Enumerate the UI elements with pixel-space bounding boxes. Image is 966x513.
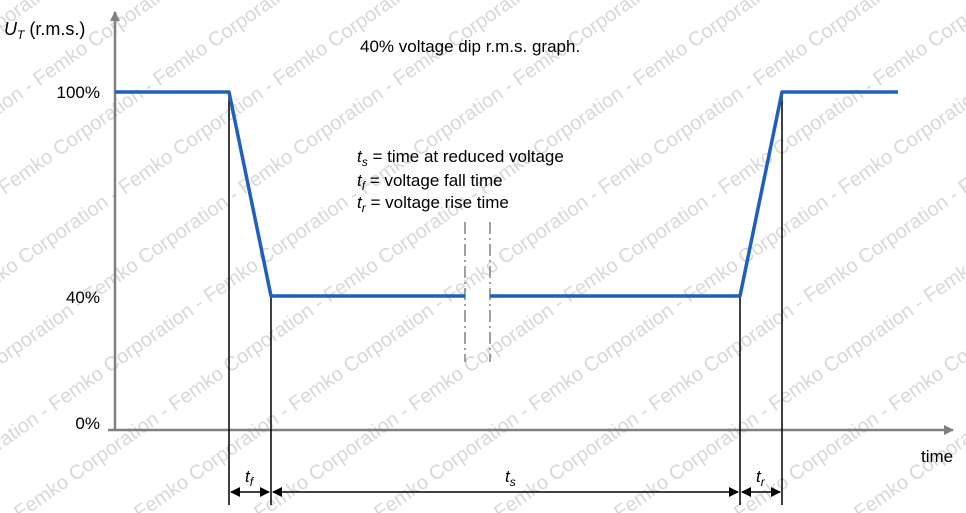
legend-item-tr: tr = voltage rise time [357,193,509,215]
legend-item-tf: tf = voltage fall time [357,171,503,193]
guide-lines [228,92,783,505]
voltage-curve [115,90,898,298]
legend: ts = time at reduced voltage tf = voltag… [357,147,564,215]
voltage-curve-left [115,90,465,298]
time-break-marks [464,222,491,362]
interval-label-ts: ts [505,467,516,489]
interval-label-tr: tr [756,467,766,489]
diagram-title: 40% voltage dip r.m.s. graph. [360,37,580,56]
legend-item-ts: ts = time at reduced voltage [357,147,564,169]
watermark-text: Femko Corporation - Femko Corporation - … [610,0,966,513]
tick-label-40: 40% [66,288,100,307]
voltage-curve-right [490,90,898,298]
tick-label-0: 0% [75,414,100,433]
y-axis-label: UT (r.m.s.) [4,19,85,42]
tick-label-100: 100% [57,83,100,102]
interval-label-tf: tf [245,467,255,489]
x-axis-label: time [921,447,953,466]
